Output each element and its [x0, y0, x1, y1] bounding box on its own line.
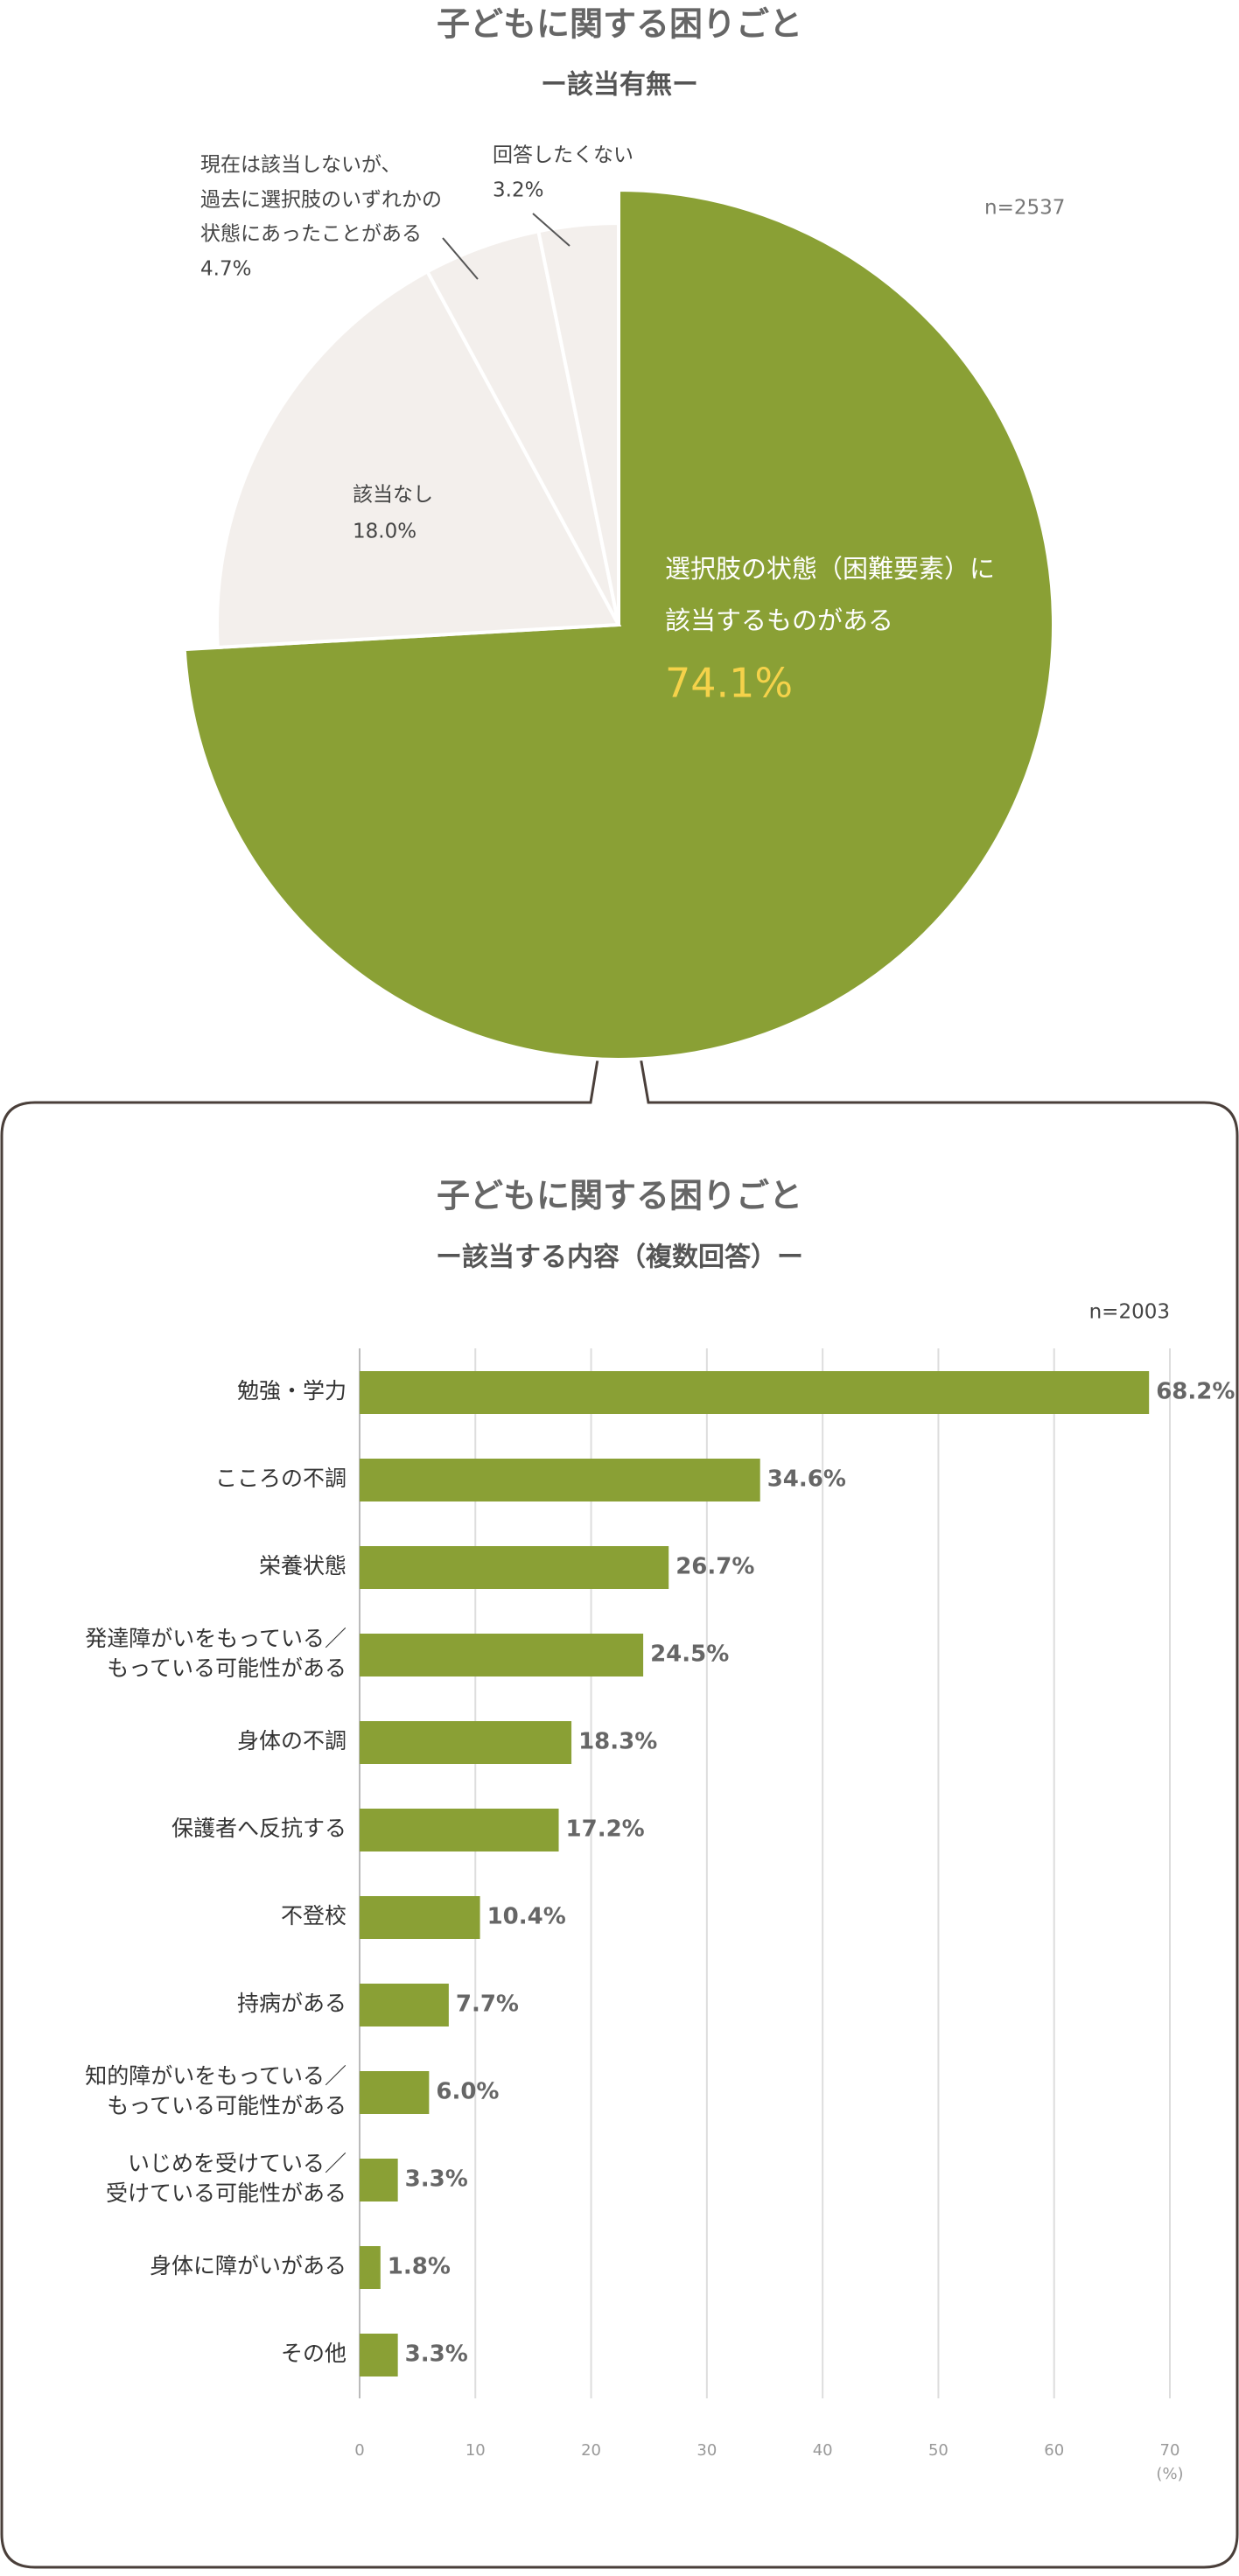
bar: [360, 2334, 398, 2376]
value-label: 17.2%: [566, 1816, 645, 1843]
value-label: 3.3%: [405, 2342, 468, 2368]
value-label: 6.0%: [436, 2079, 499, 2105]
pie-chart: 子どもに関する困りごと ー該当有無ー n=2537: [182, 5, 1065, 1061]
x-tick-label: 20: [581, 2441, 601, 2460]
bar: [360, 2071, 430, 2114]
slice-value: 18.0%: [353, 521, 416, 543]
bar: [360, 1896, 480, 1939]
bar: [360, 1809, 559, 1852]
x-tick-label: 70: [1160, 2441, 1180, 2460]
value-label: 3.3%: [405, 2166, 468, 2193]
x-tick-label: 10: [466, 2441, 486, 2460]
category-label: その他: [281, 2341, 346, 2366]
value-label: 26.7%: [676, 1554, 754, 1580]
slice-value: 3.2%: [493, 179, 543, 202]
slice-label: 該当なし: [353, 484, 433, 507]
value-label: 34.6%: [767, 1466, 846, 1493]
value-label: 7.7%: [456, 1992, 519, 2018]
bar: [360, 1634, 644, 1676]
x-tick-label: 40: [813, 2441, 833, 2460]
value-label: 10.4%: [487, 1904, 566, 1930]
subtitle: ー該当有無ー: [541, 70, 698, 101]
subtitle: ー該当する内容（複数回答）ー: [436, 1242, 803, 1273]
category-label: 身体の不調: [237, 1728, 346, 1754]
sample-size: n=2003: [1089, 1301, 1170, 1324]
category-label: 保護者へ反抗する: [172, 1816, 346, 1841]
slice-label: 状態にあったことがある: [200, 223, 422, 246]
category-label: 勉強・学力: [237, 1378, 346, 1404]
leader-line: [442, 237, 479, 280]
bar: [360, 1546, 669, 1589]
bar: [360, 2159, 398, 2202]
value-label: 24.5%: [650, 1642, 729, 1668]
pie-slice: [215, 269, 622, 650]
category-label: 持病がある: [237, 1991, 346, 2016]
category-label: もっている可能性がある: [107, 1656, 346, 1681]
category-label: 身体に障がいがある: [150, 2253, 346, 2278]
category-label: 知的障がいをもっている／: [85, 2063, 346, 2089]
axis-unit: (%): [1156, 2465, 1183, 2483]
value-label: 68.2%: [1156, 1379, 1235, 1405]
x-tick-label: 0: [354, 2441, 364, 2460]
callout-box: [0, 929, 1239, 2569]
bar: [360, 1371, 1150, 1414]
leader-line: [532, 213, 570, 247]
slice-label: 選択肢の状態（困難要素）に: [665, 554, 995, 584]
slice-label: 過去に選択肢のいずれかの: [200, 189, 442, 212]
slice-label: 現在は該当しないが、: [200, 154, 402, 177]
category-label: 栄養状態: [259, 1553, 346, 1578]
bar: [360, 1984, 449, 2026]
slice-value: 74.1%: [665, 660, 793, 707]
bar-chart: 子どもに関する困りごと ー該当する内容（複数回答）ー n=2003 (%) 0 1…: [85, 1177, 1235, 2484]
pie-labels: 選択肢の状態（困難要素）に 該当するものがある 74.1% 該当なし 18.0%…: [200, 144, 995, 707]
slice-label: 該当するものがある: [665, 606, 893, 635]
category-label: 発達障がいをもっている／: [85, 1626, 346, 1651]
title: 子どもに関する困りごと: [437, 1177, 802, 1215]
x-tick-label: 60: [1044, 2441, 1064, 2460]
x-tick-label: 30: [696, 2441, 717, 2460]
category-label: こころの不調: [215, 1466, 346, 1491]
x-tick-label: 50: [928, 2441, 948, 2460]
value-label: 18.3%: [578, 1729, 657, 1755]
slice-value: 4.7%: [200, 258, 251, 281]
title: 子どもに関する困りごと: [437, 5, 802, 44]
bar: [360, 2246, 381, 2289]
category-label: いじめを受けている／: [128, 2151, 346, 2176]
category-label: もっている可能性がある: [107, 2093, 346, 2118]
bar: [360, 1721, 572, 1764]
pie-slice: [536, 220, 620, 626]
bar: [360, 1459, 760, 1502]
slice-label: 回答したくない: [493, 144, 634, 167]
category-label: 不登校: [281, 1903, 346, 1928]
sample-size: n=2537: [984, 197, 1065, 220]
category-label: 受けている可能性がある: [106, 2180, 346, 2206]
value-label: 1.8%: [388, 2254, 451, 2280]
